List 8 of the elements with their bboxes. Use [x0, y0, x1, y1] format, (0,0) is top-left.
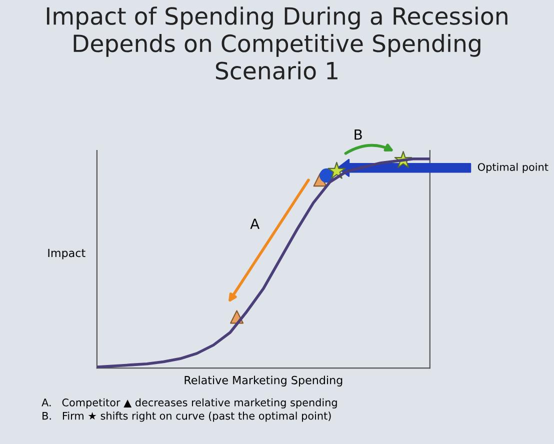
text: A. Competitor ▲ decreases relative marketing spending — [42, 398, 337, 408]
annotation: A — [250, 218, 260, 229]
text: Optimal point — [478, 162, 548, 173]
text: B — [354, 130, 362, 140]
y-axis-title: Impact — [48, 248, 86, 260]
chart-title: Impact of Spending During a Recession Depends on Competitive Spending Scenario 1 — [46, 6, 508, 80]
text: B. Firm ★ shifts right on curve (past the optimal point) — [42, 412, 331, 422]
x-axis-title: Relative Marketing Spending — [184, 376, 342, 386]
